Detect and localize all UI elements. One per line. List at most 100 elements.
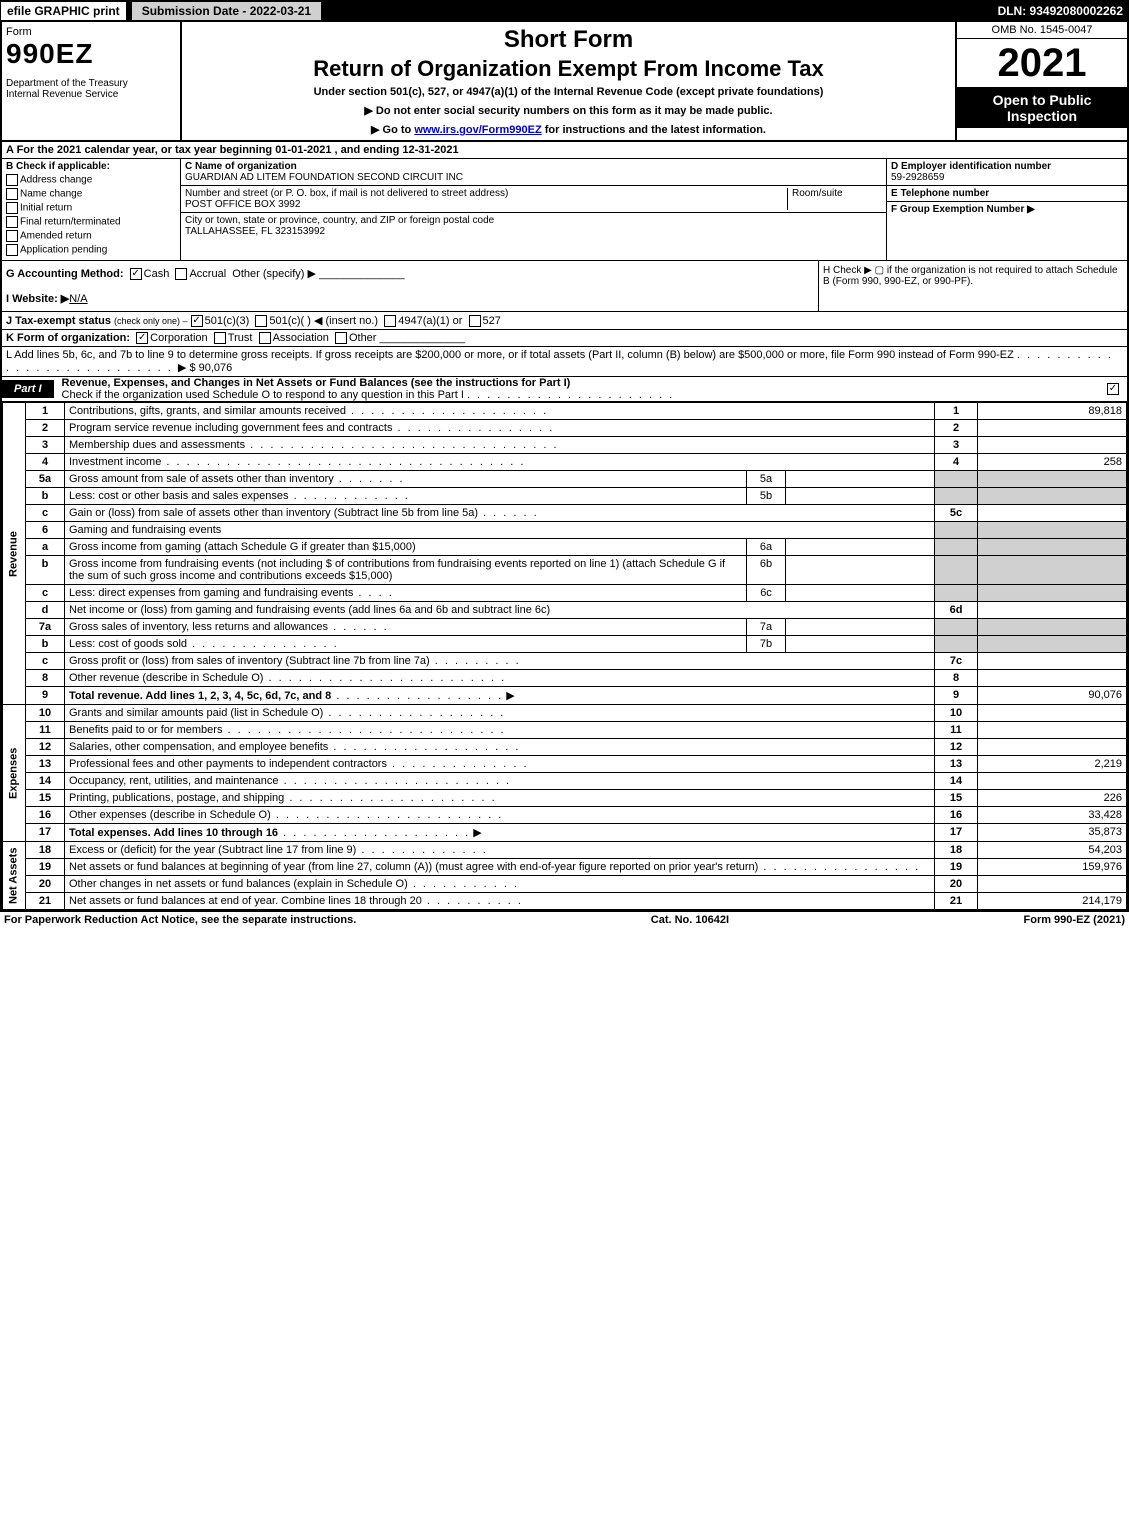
arrow-icon: ▶ [506,690,514,702]
c-name-row: C Name of organization GUARDIAN AD LITEM… [181,159,886,186]
line-desc: Net assets or fund balances at beginning… [65,859,935,876]
e-label: E Telephone number [891,188,989,199]
checkbox-icon[interactable] [6,188,18,200]
grey-cell [935,556,978,585]
line-desc: Less: direct expenses from gaming and fu… [65,585,747,602]
grey-cell [978,585,1127,602]
city-label: City or town, state or province, country… [185,215,494,226]
k-label: K Form of organization: [6,332,130,344]
col-h: H Check ▶ ▢ if the organization is not r… [818,261,1127,311]
checkbox-icon[interactable] [191,315,203,327]
line-amount [978,739,1127,756]
line-amount [978,670,1127,687]
col-g: G Accounting Method: Cash Accrual Other … [2,261,818,311]
line-num: 1 [26,403,65,420]
line-desc: Salaries, other compensation, and employ… [65,739,935,756]
f-label: F Group Exemption Number ▶ [891,204,1035,215]
line-num: 8 [26,670,65,687]
line-num: 12 [26,739,65,756]
grey-cell [978,539,1127,556]
line-amount [978,420,1127,437]
line-ref: 8 [935,670,978,687]
line-desc: Other expenses (describe in Schedule O) … [65,807,935,824]
grey-cell [935,471,978,488]
checkbox-icon[interactable] [175,268,187,280]
line-num: 7a [26,619,65,636]
header: Form 990EZ Department of the Treasury In… [2,22,1127,142]
line-num: 20 [26,876,65,893]
line-desc: Other revenue (describe in Schedule O) .… [65,670,935,687]
sub-amount [786,471,935,488]
checkbox-icon[interactable] [130,268,142,280]
grey-cell [935,619,978,636]
top-bar: efile GRAPHIC print Submission Date - 20… [0,0,1129,22]
irs-link[interactable]: www.irs.gov/Form990EZ [414,124,541,136]
line-amount [978,705,1127,722]
line-num: 19 [26,859,65,876]
sub-ref: 7b [747,636,786,653]
b-label: Initial return [20,203,72,214]
line-ref: 14 [935,773,978,790]
checkbox-icon[interactable] [384,315,396,327]
line-desc: Gross income from fundraising events (no… [65,556,747,585]
checkbox-icon[interactable] [469,315,481,327]
line-num: 14 [26,773,65,790]
checkbox-icon[interactable] [214,332,226,344]
line-num: b [26,636,65,653]
checkbox-icon[interactable] [335,332,347,344]
k-trust: Trust [228,332,253,344]
line-num: 2 [26,420,65,437]
checkbox-icon[interactable] [6,230,18,242]
checkbox-icon[interactable] [6,174,18,186]
footer-left: For Paperwork Reduction Act Notice, see … [4,914,356,926]
line-amount [978,602,1127,619]
part1-header: Part I Revenue, Expenses, and Changes in… [2,377,1127,402]
line-num: d [26,602,65,619]
line-num: 5a [26,471,65,488]
j-opt2: 501(c)( ) ◀ (insert no.) [269,315,378,327]
col-de: D Employer identification number 59-2928… [887,159,1127,260]
sub-ref: 6a [747,539,786,556]
sub-amount [786,539,935,556]
open-inspection: Open to Public Inspection [957,88,1127,128]
checkbox-icon[interactable] [6,244,18,256]
c-street-row: Number and street (or P. O. box, if mail… [181,186,886,213]
line-desc: Membership dues and assessments . . . . … [65,437,935,454]
line-desc: Net assets or fund balances at end of ye… [65,893,935,910]
checkbox-icon[interactable] [259,332,271,344]
line-ref: 6d [935,602,978,619]
line-desc: Contributions, gifts, grants, and simila… [65,403,935,420]
line-num: c [26,585,65,602]
checkbox-icon[interactable] [136,332,148,344]
ein: 59-2928659 [891,172,944,183]
line-num: 4 [26,454,65,471]
g-cash: Cash [144,268,170,280]
header-left: Form 990EZ Department of the Treasury In… [2,22,182,140]
checkbox-icon[interactable] [255,315,267,327]
section-bcde: B Check if applicable: Address change Na… [2,159,1127,261]
grey-cell [935,522,978,539]
grey-cell [935,585,978,602]
checkbox-icon[interactable] [6,202,18,214]
g-accrual: Accrual [189,268,226,280]
grey-cell [978,488,1127,505]
dln: DLN: 93492080002262 [998,4,1129,18]
line-amount: 54,203 [978,842,1127,859]
k-corp: Corporation [150,332,207,344]
line-desc: Other changes in net assets or fund bala… [65,876,935,893]
line-ref: 20 [935,876,978,893]
grey-cell [935,636,978,653]
checkbox-icon[interactable] [1107,383,1119,395]
b-label: Name change [20,189,82,200]
j-opt1: 501(c)(3) [205,315,250,327]
line-desc: Less: cost of goods sold . . . . . . . .… [65,636,747,653]
grey-cell [978,556,1127,585]
line-amount: 214,179 [978,893,1127,910]
line-desc: Total revenue. Add lines 1, 2, 3, 4, 5c,… [65,687,935,705]
website: N/A [69,293,87,305]
j-opt3: 4947(a)(1) or [398,315,462,327]
line-num: b [26,488,65,505]
checkbox-icon[interactable] [6,216,18,228]
line-amount: 2,219 [978,756,1127,773]
line-num: 21 [26,893,65,910]
